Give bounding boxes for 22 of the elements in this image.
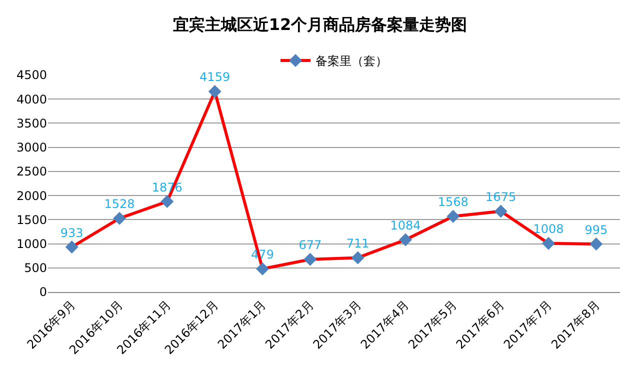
chart-title: 宜宾主城区近12个月商品房备案量走势图 xyxy=(172,14,468,34)
y-tick-label: 1000 xyxy=(16,236,47,251)
data-label: 711 xyxy=(346,236,370,250)
data-label: 677 xyxy=(298,238,322,252)
y-tick-label: 0 xyxy=(39,285,47,300)
data-label: 1008 xyxy=(533,222,564,236)
data-label: 995 xyxy=(584,222,608,237)
data-label: 1084 xyxy=(390,218,421,232)
data-label: 1568 xyxy=(438,195,468,210)
data-label: 1528 xyxy=(104,197,135,212)
y-tick-label: 2500 xyxy=(16,164,47,179)
data-label: 4159 xyxy=(200,70,230,84)
y-tick-label: 3000 xyxy=(16,140,47,155)
y-tick-label: 3500 xyxy=(16,116,47,130)
y-tick-label: 4500 xyxy=(16,68,47,82)
y-tick-label: 1500 xyxy=(16,212,47,227)
legend-label: 备案里（套） xyxy=(316,54,388,68)
y-tick-label: 4000 xyxy=(16,92,47,106)
data-label: 1675 xyxy=(486,190,516,204)
data-label: 933 xyxy=(60,226,84,240)
y-tick-label: 500 xyxy=(24,261,47,276)
y-tick-label: 2000 xyxy=(16,188,47,203)
